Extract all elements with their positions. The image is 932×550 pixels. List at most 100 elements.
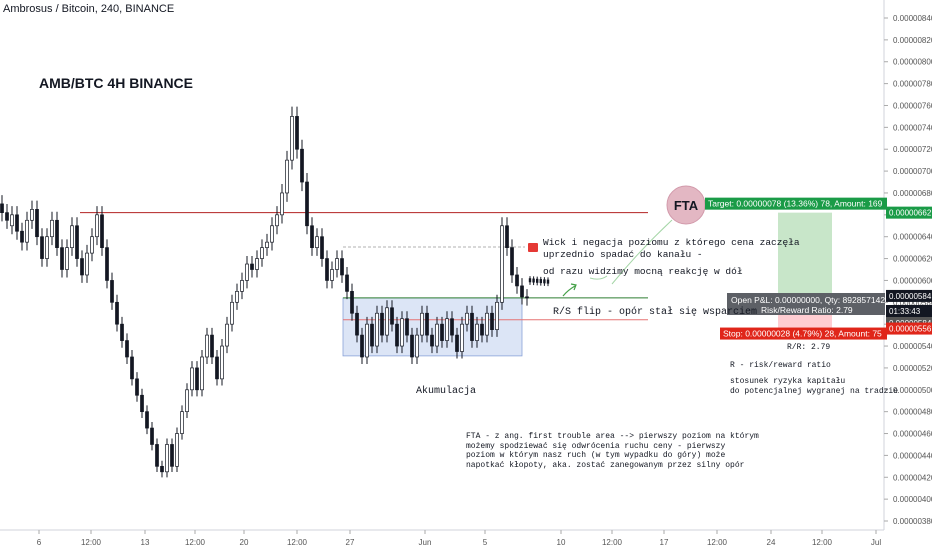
price-tick-label: 0.00000580 — [893, 298, 932, 307]
target-zone — [778, 212, 832, 298]
time-tick-label: Jul — [871, 538, 881, 547]
candle-body — [120, 323, 124, 341]
candle-body — [500, 225, 504, 303]
price-tick-label: 0.00000840 — [893, 14, 932, 23]
candle-body — [470, 312, 474, 341]
candle-body — [205, 334, 209, 358]
time-tick-label: 24 — [767, 538, 776, 547]
target-label: Target: 0.00000078 (13.36%) 78, Amount: … — [708, 199, 883, 209]
candle-body — [30, 209, 34, 221]
candle-body — [528, 278, 532, 283]
candle-body — [10, 214, 14, 227]
candle-body — [20, 230, 24, 243]
candle-body — [240, 280, 244, 292]
candle-body — [460, 323, 464, 352]
candle-body — [465, 312, 469, 325]
candle-body — [165, 444, 169, 473]
price-tick-label: 0.00000820 — [893, 36, 932, 45]
price-tick-label: 0.00000740 — [893, 123, 932, 132]
candle-body — [420, 312, 424, 336]
price-tick-label: 0.00000600 — [893, 276, 932, 285]
candle-body — [275, 214, 279, 227]
candle-body — [520, 285, 524, 298]
price-badge-bg — [886, 305, 932, 317]
projection-arrow-2 — [611, 219, 673, 285]
candle-body — [135, 378, 139, 396]
candle-body — [25, 219, 29, 243]
candle-body — [440, 323, 444, 341]
candle-body — [300, 148, 304, 183]
price-tick-label: 0.00000400 — [893, 495, 932, 504]
time-tick-label: 6 — [37, 538, 42, 547]
candle-body — [515, 274, 519, 287]
candle-body — [505, 225, 509, 248]
price-badge-label: 01:33:43 — [889, 307, 921, 316]
price-tick-label: 0.00000420 — [893, 473, 932, 482]
candle-body — [175, 433, 179, 467]
price-tick-label: 0.00000520 — [893, 364, 932, 373]
price-badge-label: 0.00000662 — [889, 209, 932, 218]
candle-body — [335, 258, 339, 270]
candle-body — [245, 263, 249, 281]
candle-body — [536, 278, 539, 283]
price-tick-label: 0.00000620 — [893, 255, 932, 264]
candle-body — [260, 247, 264, 259]
candle-body — [50, 219, 54, 238]
price-badge-bg — [886, 206, 932, 219]
candle-body — [155, 444, 159, 467]
price-tick-label: 0.00000680 — [893, 189, 932, 198]
candle-body — [410, 334, 414, 358]
candle-body — [45, 236, 49, 259]
candle-body — [110, 280, 114, 303]
candle-body — [65, 247, 69, 270]
candle-body — [5, 212, 9, 221]
candle-body — [330, 269, 334, 281]
rr-short-label: R/R: 2.79 — [787, 343, 831, 352]
candle-body — [125, 340, 129, 358]
candle-body — [400, 318, 404, 347]
rs-flip-annotation: R/S flip - opór stał się wsparciem — [553, 307, 758, 318]
time-tick-label: 12:00 — [602, 538, 623, 547]
candle-body — [285, 159, 289, 194]
candle-body — [210, 334, 214, 358]
candle-body — [95, 214, 99, 238]
candle-body — [160, 465, 164, 473]
candle-body — [455, 334, 459, 352]
candle-body — [475, 323, 479, 341]
time-tick-label: 27 — [346, 538, 355, 547]
candle-body — [360, 334, 364, 358]
candle-body — [310, 225, 314, 248]
wick-marker — [528, 243, 538, 252]
candle-body — [150, 427, 154, 445]
wick-annotation: Wick i negacja poziomu z którego cena za… — [543, 237, 800, 260]
chart-title: AMB/BTC 4H BINANCE — [39, 75, 193, 91]
price-tick-label: 0.00000780 — [893, 80, 932, 89]
stop-label-bg — [720, 327, 887, 340]
candle-body — [445, 318, 449, 341]
candle-body — [425, 312, 429, 336]
candle-body — [430, 334, 434, 347]
time-tick-label: 13 — [141, 538, 150, 547]
candle-body — [185, 389, 189, 413]
time-tick-label: 12:00 — [185, 538, 206, 547]
rr-definition: R - risk/reward ratio — [730, 361, 831, 370]
candle-body — [320, 236, 324, 259]
price-tick-label: 0.00000800 — [893, 58, 932, 67]
candle-body — [395, 323, 399, 347]
candle-body — [435, 323, 439, 347]
rr-ratio-label: Risk/Reward Ratio: 2.79 — [761, 305, 853, 315]
candle-body — [55, 219, 59, 248]
candle-body — [305, 181, 309, 227]
time-tick-label: 5 — [483, 538, 488, 547]
price-badge-label: 0.00000584 — [889, 292, 932, 301]
candle-body — [215, 356, 219, 380]
fta-badge-label: FTA — [674, 198, 699, 213]
candle-body — [525, 296, 529, 299]
candle-body — [115, 301, 119, 325]
candle-body — [365, 323, 369, 358]
green-arrow — [562, 285, 576, 297]
candle-body — [385, 307, 389, 336]
candle-body — [485, 312, 489, 336]
time-tick-label: 20 — [240, 538, 249, 547]
